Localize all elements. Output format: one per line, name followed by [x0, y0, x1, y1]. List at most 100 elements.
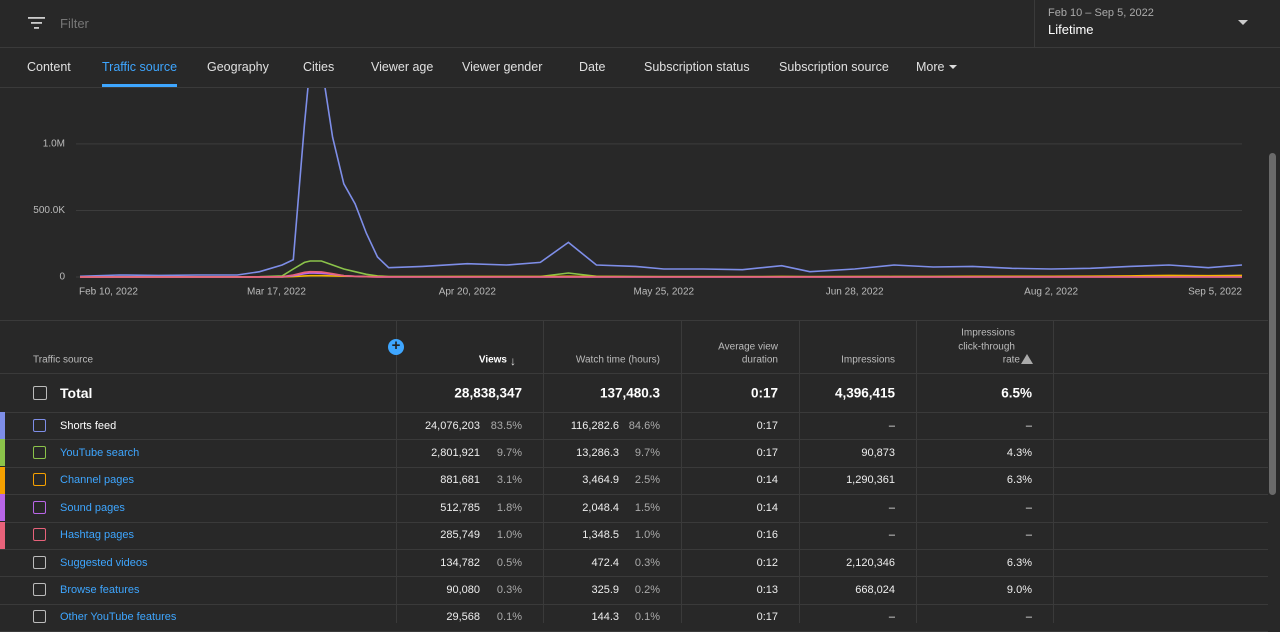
total-value: 28,838,347 — [454, 385, 522, 401]
cell-value: 285,749 — [440, 529, 480, 542]
cell-value: 0:17 — [756, 419, 778, 432]
chart: 0 500.0K 1.0M Feb 10, 2022 Mar 17, 2022 Apr 2… — [33, 88, 1242, 298]
sort-arrow[interactable]: ↓ — [510, 354, 516, 368]
row-border — [0, 521, 1268, 523]
cell-value: 24,076,203 — [424, 419, 480, 432]
checkbox[interactable] — [33, 473, 46, 487]
tab-underline — [102, 84, 177, 87]
cell-value: 0:12 — [756, 556, 778, 569]
cell-value: 512,785 — [440, 501, 480, 514]
row-color-bar — [0, 439, 5, 467]
traffic-source-name[interactable]: Sound pages — [60, 501, 125, 514]
scrollbar-thumb[interactable] — [1269, 153, 1276, 495]
table-top-border — [0, 320, 1268, 321]
cell-value: 144.3 — [591, 611, 619, 624]
row-color-bar — [0, 466, 5, 494]
tab[interactable]: Subscription status — [644, 60, 750, 74]
filter-icon[interactable] — [28, 16, 46, 30]
date-range: Feb 10 – Sep 5, 2022 — [1048, 7, 1154, 19]
checkbox[interactable] — [33, 555, 46, 569]
row-border — [0, 439, 1268, 441]
tab[interactable]: Cities — [303, 60, 335, 74]
date-picker[interactable] — [1034, 0, 1261, 47]
cell-value: – — [1025, 501, 1032, 514]
header-border — [0, 373, 1268, 374]
add-metric-button[interactable]: + — [388, 338, 404, 355]
column-header: click-through — [958, 341, 1015, 352]
row-border — [0, 549, 1268, 550]
x-tick-label: Feb 10, 2022 — [79, 287, 138, 298]
row-border — [0, 466, 1268, 468]
tab[interactable]: Geography — [207, 60, 269, 74]
share-value: 0.3% — [496, 583, 522, 596]
traffic-source-name[interactable]: YouTube search — [60, 446, 140, 459]
cell-value: – — [888, 419, 895, 432]
traffic-source-name[interactable]: Hashtag pages — [60, 529, 134, 542]
total-value: 4,396,415 — [834, 385, 895, 401]
row-border — [0, 603, 1268, 605]
row-border — [0, 412, 1268, 413]
series-line — [80, 270, 1242, 278]
total-label: Total — [60, 385, 93, 401]
column-header: Watch time (hours) — [575, 354, 660, 366]
cell-value: – — [888, 529, 895, 542]
column-divider — [681, 321, 682, 623]
checkbox[interactable] — [33, 528, 46, 542]
share-value: 1.0% — [634, 529, 660, 542]
checkbox[interactable] — [33, 582, 46, 596]
checkbox[interactable] — [33, 386, 47, 400]
cell-value: 0:14 — [756, 474, 778, 487]
tab-bar — [0, 48, 1280, 88]
column-divider — [543, 321, 544, 623]
column-header: rate — [1002, 354, 1020, 366]
column-divider — [1053, 321, 1054, 623]
cell-value: 0:17 — [756, 446, 778, 459]
share-value: 3.1% — [496, 474, 522, 487]
tab[interactable]: Date — [579, 60, 606, 74]
cell-value: 90,080 — [446, 583, 480, 596]
tab[interactable]: More — [916, 60, 945, 74]
cell-value: 4.3% — [1006, 446, 1032, 459]
x-tick-label: Sep 5, 2022 — [1188, 287, 1242, 298]
total-value: 137,480.3 — [599, 385, 660, 401]
cell-value: 2,120,346 — [846, 556, 895, 569]
cell-value: 6.3% — [1006, 474, 1032, 487]
cell-value: 3,464.9 — [582, 474, 619, 487]
share-value: 0.5% — [496, 556, 522, 569]
tab[interactable]: Subscription source — [779, 60, 889, 74]
tab[interactable]: Viewer gender — [462, 60, 543, 74]
x-tick-label: May 25, 2022 — [634, 287, 695, 298]
cell-value: – — [888, 501, 895, 514]
checkbox[interactable] — [33, 610, 46, 624]
traffic-source-name[interactable]: Suggested videos — [60, 556, 148, 569]
row-color-bar — [0, 521, 5, 549]
cell-value: 668,024 — [855, 583, 895, 596]
traffic-source-name[interactable]: Other YouTube features — [60, 611, 177, 624]
cell-value: – — [1025, 529, 1032, 542]
checkbox[interactable] — [33, 500, 46, 514]
share-value: 1.5% — [634, 501, 660, 514]
y-tick-label: 500.0K — [33, 205, 65, 216]
column-divider — [396, 321, 397, 623]
traffic-source-name[interactable]: Channel pages — [60, 474, 135, 487]
share-value: 9.7% — [496, 446, 522, 459]
cell-value: 0:14 — [756, 501, 778, 514]
row-border — [0, 494, 1268, 496]
cell-value: 1,290,361 — [846, 474, 895, 487]
period: Lifetime — [1048, 22, 1094, 37]
checkbox[interactable] — [33, 418, 46, 432]
cell-value: 325.9 — [591, 583, 619, 596]
share-value: 1.0% — [496, 529, 522, 542]
cell-value: 1,348.5 — [582, 529, 619, 542]
cell-value: – — [1025, 419, 1032, 432]
column-divider — [916, 321, 917, 623]
cell-value: 9.0% — [1006, 583, 1032, 596]
column-header: Impressions — [841, 354, 895, 366]
tab[interactable]: Viewer age — [371, 60, 434, 74]
checkbox[interactable] — [33, 445, 46, 459]
filter-input[interactable]: Filter — [60, 16, 89, 31]
traffic-source-name[interactable]: Browse features — [60, 583, 140, 596]
tab[interactable]: Traffic source — [102, 60, 178, 74]
tab[interactable]: Content — [27, 60, 71, 74]
